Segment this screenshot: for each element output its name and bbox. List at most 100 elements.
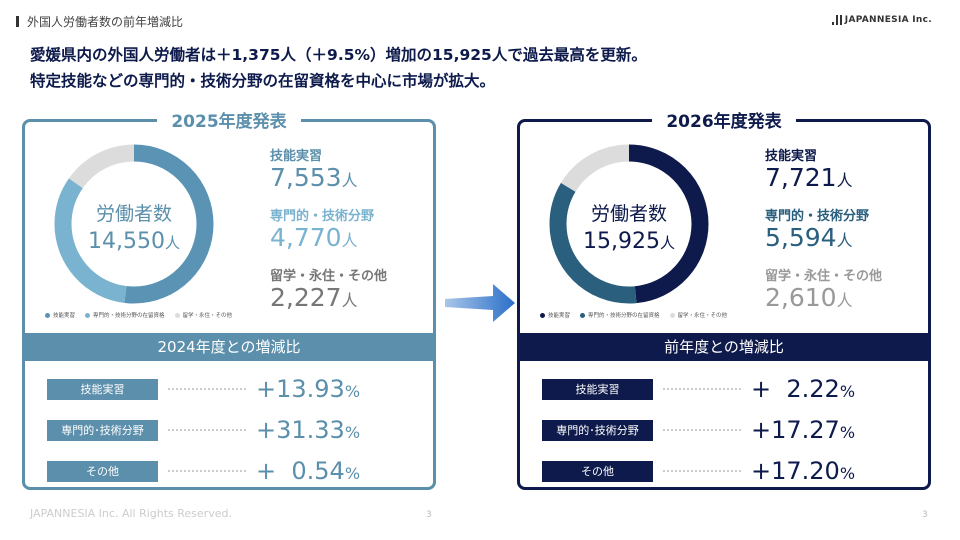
headline-line-2: 特定技能などの専門的・技術分野の在留資格を中心に市場が拡大。 bbox=[30, 72, 496, 90]
row-label: 技能実習 bbox=[542, 378, 653, 400]
sign: + bbox=[751, 375, 772, 403]
legend-item: 専門的・技術分野の在留資格 bbox=[85, 311, 165, 319]
page-number-right: 3 bbox=[922, 510, 928, 520]
dotted-leader bbox=[663, 470, 741, 472]
legend-dot-icon bbox=[669, 313, 675, 318]
stat-label: 専門的・技術分野 bbox=[270, 209, 375, 224]
stat-value: 7,553 bbox=[270, 163, 342, 192]
stat-label: 留学・永住・その他 bbox=[765, 269, 883, 284]
breadcrumb-text: 外国人労働者数の前年増減比 bbox=[27, 15, 184, 29]
percent-value: 13.93 bbox=[276, 375, 345, 403]
row-value: +13.93% bbox=[256, 375, 360, 403]
stat-item: 専門的・技術分野 4,770人 bbox=[270, 205, 387, 255]
percent-value: 17.20 bbox=[771, 457, 840, 485]
row-value: +17.20% bbox=[751, 457, 855, 485]
stat-item: 留学・永住・その他 2,610人 bbox=[765, 265, 882, 315]
donut-segment bbox=[549, 144, 709, 304]
legend-item: 技能実習 bbox=[45, 311, 75, 319]
unit: 人 bbox=[341, 231, 358, 250]
percent-unit: % bbox=[839, 382, 856, 401]
stats-list: 技能実習 7,721人 専門的・技術分野 5,594人 留学・永住・その他 2,610人 bbox=[765, 145, 882, 325]
page-number: 3 bbox=[426, 510, 432, 520]
row-label: 専門的･技術分野 bbox=[47, 419, 158, 441]
panel-title-text: 2026年度発表 bbox=[652, 112, 796, 132]
donut-chart bbox=[549, 144, 709, 304]
unit: 人 bbox=[836, 231, 853, 250]
sign: + bbox=[751, 457, 772, 485]
dotted-leader bbox=[663, 388, 741, 390]
stat-item: 専門的・技術分野 5,594人 bbox=[765, 205, 882, 255]
stat-label: 専門的・技術分野 bbox=[765, 209, 870, 224]
panel-title: 2025年度発表 bbox=[25, 107, 433, 132]
logo-mark-icon bbox=[831, 15, 842, 25]
stat-value: 7,721 bbox=[765, 163, 837, 192]
dotted-leader bbox=[168, 429, 246, 431]
percent-unit: % bbox=[839, 464, 856, 483]
dotted-leader bbox=[168, 470, 246, 472]
legend-item: 技能実習 bbox=[540, 311, 570, 319]
percent-value: 17.27 bbox=[771, 416, 840, 444]
stat-value: 2,610 bbox=[765, 283, 837, 312]
unit: 人 bbox=[659, 234, 675, 252]
percent-value: 31.33 bbox=[276, 416, 345, 444]
comparison-row: その他 + 0.54% bbox=[47, 457, 360, 485]
row-value: +17.27% bbox=[751, 416, 855, 444]
row-value: +31.33% bbox=[256, 416, 360, 444]
chart-legend: 技能実習 専門的・技術分野の在留資格 留学・永住・その他 bbox=[540, 311, 727, 319]
donut-chart bbox=[54, 144, 214, 304]
stat-value: 5,594 bbox=[765, 223, 837, 252]
percent-unit: % bbox=[344, 423, 361, 442]
comparison-row: 専門的･技術分野 +31.33% bbox=[47, 416, 360, 444]
legend-dot-icon bbox=[174, 313, 180, 318]
sign: + bbox=[256, 416, 277, 444]
logo-text: JAPANNESIA Inc. bbox=[844, 15, 932, 25]
donut-center: 労働者数 15,925人 bbox=[549, 200, 709, 257]
copyright: JAPANNESIA Inc. All Rights Reserved. bbox=[30, 507, 232, 520]
panel-2026: 2026年度発表 労働者数 15,925人 技能実習 専門的・技術分野の在留資格 留学・永… bbox=[517, 112, 931, 490]
panel-title-text: 2025年度発表 bbox=[157, 112, 301, 132]
row-label: その他 bbox=[47, 460, 158, 482]
row-value: + 2.22% bbox=[751, 375, 855, 403]
comparison-row: 技能実習 +13.93% bbox=[47, 375, 360, 403]
legend-item: 留学・永住・その他 bbox=[669, 311, 728, 319]
row-label: その他 bbox=[542, 460, 653, 482]
row-label: 専門的･技術分野 bbox=[542, 419, 653, 441]
donut-segment bbox=[54, 144, 214, 304]
percent-unit: % bbox=[344, 464, 361, 483]
sign: + bbox=[751, 416, 772, 444]
arrow-right-icon bbox=[445, 284, 515, 322]
unit: 人 bbox=[836, 291, 853, 310]
stat-label: 留学・永住・その他 bbox=[270, 269, 388, 284]
stat-label: 技能実習 bbox=[270, 149, 323, 164]
legend-dot-icon bbox=[45, 313, 50, 318]
legend-item: 専門的・技術分野の在留資格 bbox=[580, 311, 660, 319]
legend-label: 留学・永住・その他 bbox=[677, 313, 728, 319]
stat-item: 技能実習 7,721人 bbox=[765, 145, 882, 195]
percent-value: 0.54 bbox=[276, 457, 345, 485]
total-value: 15,925 bbox=[583, 229, 660, 254]
donut-segment bbox=[54, 144, 214, 304]
unit: 人 bbox=[164, 234, 180, 252]
comparison-header: 2024年度との増減比 bbox=[25, 333, 433, 361]
legend-label: 技能実習 bbox=[53, 313, 76, 319]
chart-legend: 技能実習 専門的・技術分野の在留資格 留学・永住・その他 bbox=[45, 311, 232, 319]
comparison-row: 専門的･技術分野 +17.27% bbox=[542, 416, 855, 444]
center-label: 労働者数 bbox=[590, 203, 667, 225]
panel-title: 2026年度発表 bbox=[520, 107, 928, 132]
comparison-header: 前年度との増減比 bbox=[520, 333, 928, 361]
unit: 人 bbox=[341, 291, 358, 310]
percent-unit: % bbox=[344, 382, 361, 401]
legend-dot-icon bbox=[580, 313, 586, 318]
legend-label: 専門的・技術分野の在留資格 bbox=[588, 313, 660, 319]
stats-list: 技能実習 7,553人 専門的・技術分野 4,770人 留学・永住・その他 2,227人 bbox=[270, 145, 387, 325]
stat-item: 技能実習 7,553人 bbox=[270, 145, 387, 195]
comparison-row: 技能実習 + 2.22% bbox=[542, 375, 855, 403]
donut-segment bbox=[549, 144, 709, 304]
company-logo: JAPANNESIA Inc. bbox=[831, 15, 932, 25]
legend-label: 技能実習 bbox=[548, 313, 571, 319]
dotted-leader bbox=[168, 388, 246, 390]
sign: + bbox=[256, 457, 277, 485]
row-label: 技能実習 bbox=[47, 378, 158, 400]
row-value: + 0.54% bbox=[256, 457, 360, 485]
breadcrumb: 外国人労働者数の前年増減比 bbox=[16, 13, 183, 30]
